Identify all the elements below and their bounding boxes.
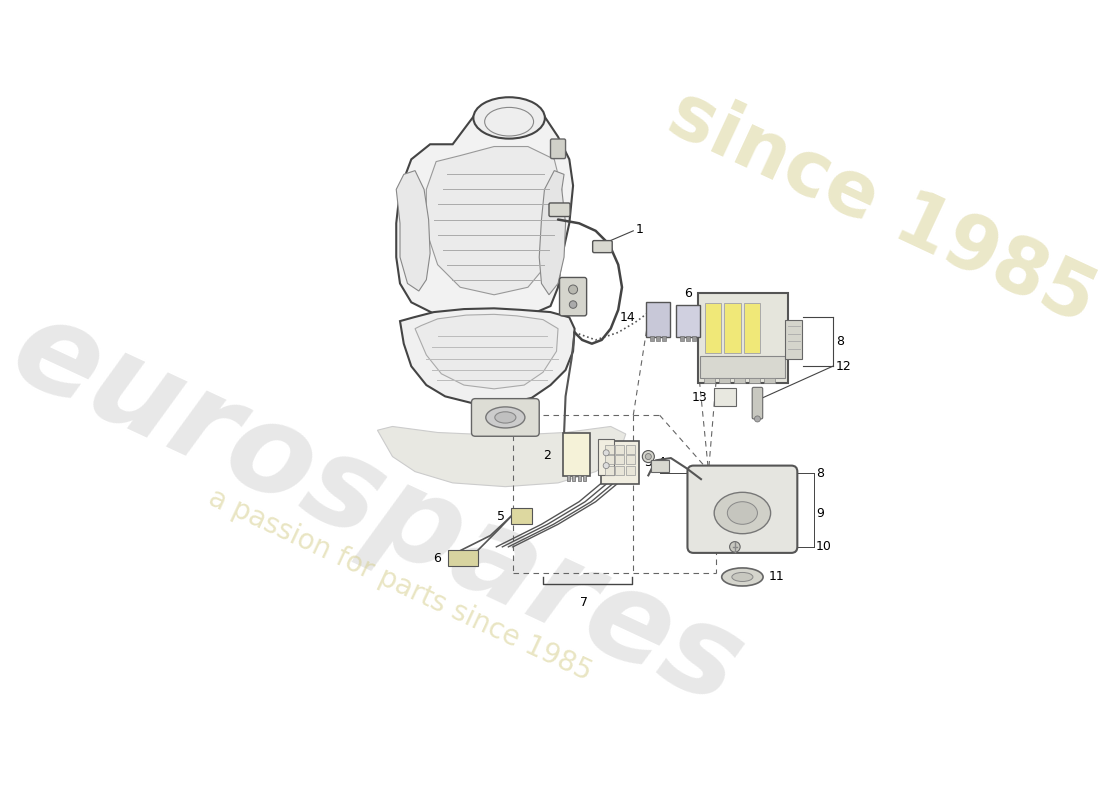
Text: since 1985: since 1985 <box>657 77 1100 339</box>
FancyBboxPatch shape <box>598 439 615 474</box>
Bar <box>605 466 614 474</box>
Bar <box>764 378 774 383</box>
Text: 9: 9 <box>816 506 824 519</box>
Polygon shape <box>400 308 574 404</box>
Text: 6: 6 <box>433 552 441 565</box>
Text: 7: 7 <box>581 596 589 609</box>
Bar <box>615 466 624 474</box>
FancyBboxPatch shape <box>701 356 785 378</box>
Bar <box>734 378 745 383</box>
Circle shape <box>603 450 609 456</box>
Ellipse shape <box>486 407 525 428</box>
Text: 3: 3 <box>644 456 651 469</box>
Circle shape <box>570 301 576 308</box>
Text: 8: 8 <box>816 466 824 480</box>
Ellipse shape <box>495 412 516 423</box>
Bar <box>704 378 715 383</box>
Bar <box>680 336 684 341</box>
Bar <box>656 336 660 342</box>
Bar <box>686 336 690 341</box>
Bar <box>626 445 635 454</box>
FancyBboxPatch shape <box>785 320 802 359</box>
FancyBboxPatch shape <box>549 203 570 217</box>
Text: 14: 14 <box>619 311 636 324</box>
Polygon shape <box>415 314 558 389</box>
FancyBboxPatch shape <box>698 294 788 383</box>
Text: 5: 5 <box>497 510 505 522</box>
FancyBboxPatch shape <box>560 278 586 316</box>
Polygon shape <box>539 170 565 294</box>
Bar <box>615 445 624 454</box>
Bar <box>605 455 614 464</box>
FancyBboxPatch shape <box>651 459 670 472</box>
Bar <box>626 466 635 474</box>
Text: a passion for parts since 1985: a passion for parts since 1985 <box>204 483 596 686</box>
FancyBboxPatch shape <box>563 434 591 476</box>
Polygon shape <box>396 103 573 321</box>
FancyBboxPatch shape <box>744 303 760 354</box>
FancyBboxPatch shape <box>714 388 736 406</box>
FancyBboxPatch shape <box>510 509 531 523</box>
Bar <box>578 475 581 482</box>
Polygon shape <box>427 146 562 294</box>
Bar <box>692 336 695 341</box>
Ellipse shape <box>473 98 544 138</box>
FancyBboxPatch shape <box>688 466 798 553</box>
FancyBboxPatch shape <box>705 303 722 354</box>
Bar <box>583 475 586 482</box>
Text: 12: 12 <box>836 360 851 373</box>
Circle shape <box>603 462 609 469</box>
Circle shape <box>646 454 651 459</box>
Text: 6: 6 <box>684 287 692 300</box>
Text: 10: 10 <box>816 540 832 554</box>
Polygon shape <box>377 426 626 486</box>
Text: eurospares: eurospares <box>0 287 761 731</box>
FancyBboxPatch shape <box>601 441 638 484</box>
Bar <box>719 378 729 383</box>
Text: 8: 8 <box>836 335 844 348</box>
Bar <box>572 475 575 482</box>
FancyBboxPatch shape <box>724 303 741 354</box>
Bar <box>605 445 614 454</box>
Text: 13: 13 <box>691 390 707 404</box>
FancyBboxPatch shape <box>646 302 670 337</box>
Circle shape <box>755 416 760 422</box>
Text: 2: 2 <box>542 449 550 462</box>
FancyBboxPatch shape <box>550 139 565 158</box>
FancyBboxPatch shape <box>472 398 539 436</box>
Bar <box>650 336 653 342</box>
Ellipse shape <box>732 573 752 582</box>
Bar <box>568 475 570 482</box>
Ellipse shape <box>727 502 758 524</box>
FancyBboxPatch shape <box>593 241 613 253</box>
FancyBboxPatch shape <box>752 387 762 419</box>
Circle shape <box>729 542 740 552</box>
Bar <box>615 455 624 464</box>
Text: 4: 4 <box>658 456 666 469</box>
Ellipse shape <box>722 568 763 586</box>
Bar <box>626 455 635 464</box>
Circle shape <box>569 285 578 294</box>
FancyBboxPatch shape <box>676 306 701 337</box>
Bar <box>749 378 760 383</box>
Ellipse shape <box>714 492 771 534</box>
Bar <box>662 336 665 342</box>
Text: 1: 1 <box>636 223 644 236</box>
Circle shape <box>642 450 654 462</box>
FancyBboxPatch shape <box>448 550 478 566</box>
Text: 11: 11 <box>769 570 784 583</box>
Polygon shape <box>396 170 430 291</box>
